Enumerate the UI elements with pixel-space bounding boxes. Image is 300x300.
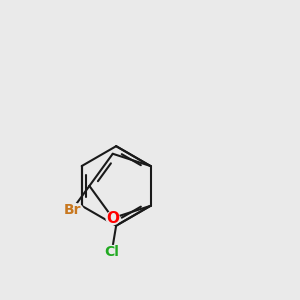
Ellipse shape <box>61 203 83 216</box>
Ellipse shape <box>101 245 123 259</box>
Text: O: O <box>106 211 119 226</box>
Ellipse shape <box>106 212 119 225</box>
Text: Cl: Cl <box>104 245 119 259</box>
Text: Br: Br <box>63 203 81 217</box>
